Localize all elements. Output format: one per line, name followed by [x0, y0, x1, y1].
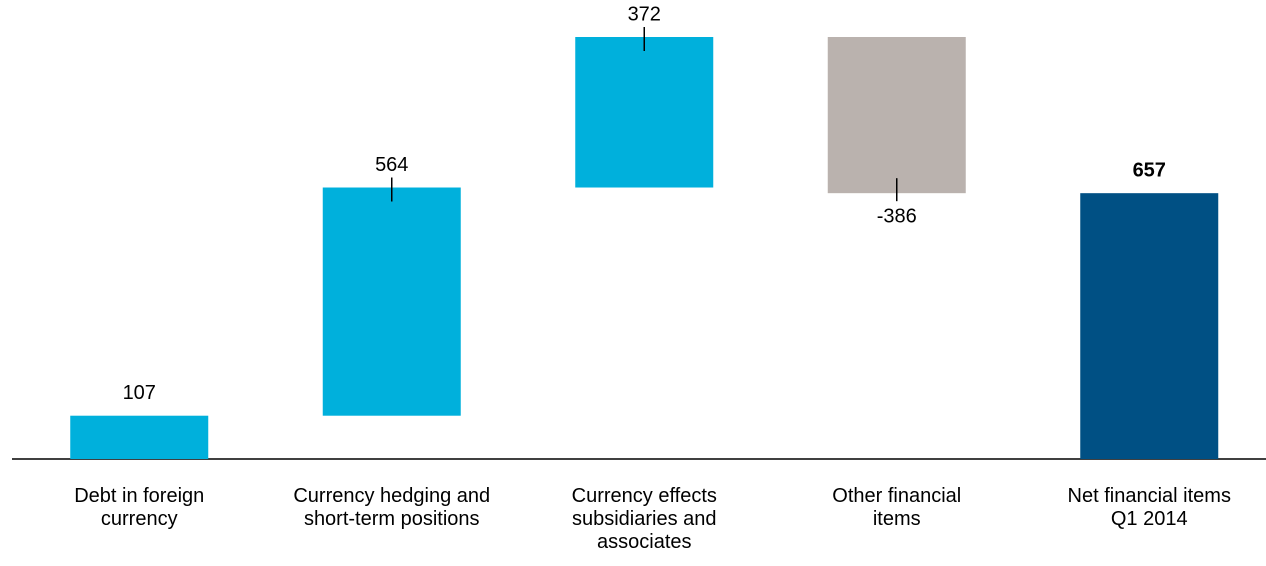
x-tick-label: Debt in foreign currency — [74, 485, 205, 530]
x-tick-label: Currency effects subsidiaries and associ… — [571, 485, 717, 553]
bar — [70, 415, 209, 459]
value-label: 657 — [1133, 159, 1166, 181]
x-tick-label: Other financial items — [832, 485, 962, 530]
value-label: 372 — [628, 3, 661, 25]
bar — [575, 37, 714, 188]
x-tick-label: Currency hedging and short-term position… — [293, 485, 491, 530]
x-tick-label: Net financial items Q1 2014 — [1067, 485, 1231, 530]
value-label: 564 — [375, 154, 408, 176]
bar — [827, 37, 966, 194]
bar — [322, 187, 461, 416]
value-label: 107 — [123, 382, 156, 404]
bar — [1080, 193, 1219, 460]
value-label: -386 — [877, 205, 917, 227]
